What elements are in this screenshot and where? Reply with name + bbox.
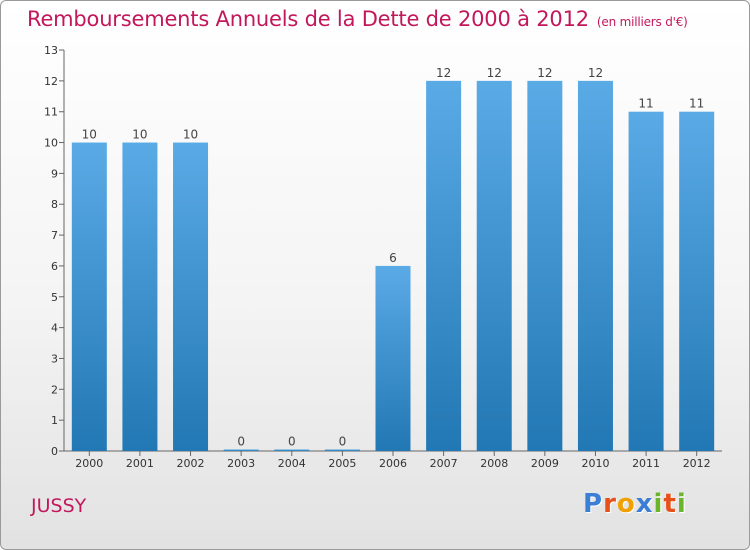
data-label: 12	[436, 66, 451, 80]
y-tick-label: 7	[51, 229, 58, 242]
chart-bars	[71, 80, 715, 452]
y-tick-label: 12	[44, 75, 58, 88]
chart-labels: 2000 10 2001 10 2002 10 2003 0 2004 0 2005 0 2006 6 20…	[75, 66, 710, 470]
bar	[274, 449, 310, 451]
y-tick-label: 8	[51, 198, 58, 211]
x-tick-label: 2011	[632, 457, 660, 470]
x-tick-label: 2000	[75, 457, 103, 470]
y-tick-label: 2	[51, 383, 58, 396]
data-label: 10	[82, 128, 97, 142]
logo-letter: i	[676, 489, 687, 519]
x-tick-label: 2003	[227, 457, 255, 470]
x-tick-label: 2009	[531, 457, 559, 470]
data-label: 0	[288, 435, 296, 449]
x-tick-label: 2002	[177, 457, 205, 470]
y-tick-label: 0	[51, 445, 58, 458]
data-label: 12	[487, 66, 502, 80]
y-tick-label: 3	[51, 352, 58, 365]
x-tick-label: 2005	[328, 457, 356, 470]
x-tick-label: 2012	[683, 457, 711, 470]
x-tick-label: 2004	[278, 457, 306, 470]
logo-letter: t	[663, 489, 677, 519]
bar	[628, 111, 664, 451]
bar	[527, 80, 563, 451]
logo-letter: x	[635, 489, 654, 519]
bar	[476, 80, 512, 451]
y-tick-label: 10	[44, 137, 58, 150]
x-tick-label: 2001	[126, 457, 154, 470]
location-label: JUSSY	[31, 495, 87, 517]
chart-title-unit: (en milliers d'€)	[596, 15, 688, 29]
data-label: 10	[183, 128, 198, 142]
logo-letter: o	[616, 489, 636, 519]
data-label: 11	[638, 97, 653, 111]
bar	[679, 111, 715, 451]
data-label: 11	[689, 97, 704, 111]
bar	[375, 265, 411, 451]
bar	[122, 142, 158, 452]
data-label: 6	[389, 251, 397, 265]
y-tick-label: 9	[51, 167, 58, 180]
y-tick-label: 11	[44, 106, 58, 119]
data-label: 12	[588, 66, 603, 80]
bar	[577, 80, 613, 451]
bar	[223, 449, 259, 451]
data-label: 0	[237, 435, 245, 449]
y-tick-label: 13	[44, 44, 58, 57]
y-tick-label: 6	[51, 260, 58, 273]
y-tick-label: 4	[51, 322, 58, 335]
bar	[324, 449, 360, 451]
x-tick-label: 2008	[480, 457, 508, 470]
x-tick-label: 2010	[581, 457, 609, 470]
data-label: 12	[537, 66, 552, 80]
logo-letter: r	[603, 489, 617, 519]
data-label: 0	[339, 435, 347, 449]
data-label: 10	[132, 128, 147, 142]
x-tick-label: 2007	[430, 457, 458, 470]
bar	[426, 80, 462, 451]
bar	[71, 142, 107, 452]
chart-title-main: Remboursements Annuels de la Dette de 20…	[27, 7, 589, 31]
logo-letter: P	[583, 489, 604, 519]
chart-title: Remboursements Annuels de la Dette de 20…	[27, 7, 688, 31]
y-tick-label: 5	[51, 291, 58, 304]
x-tick-label: 2006	[379, 457, 407, 470]
logo-letter: i	[653, 489, 664, 519]
proxiti-logo[interactable]: Proxiti	[583, 489, 687, 519]
bar	[173, 142, 209, 452]
y-tick-label: 1	[51, 414, 58, 427]
